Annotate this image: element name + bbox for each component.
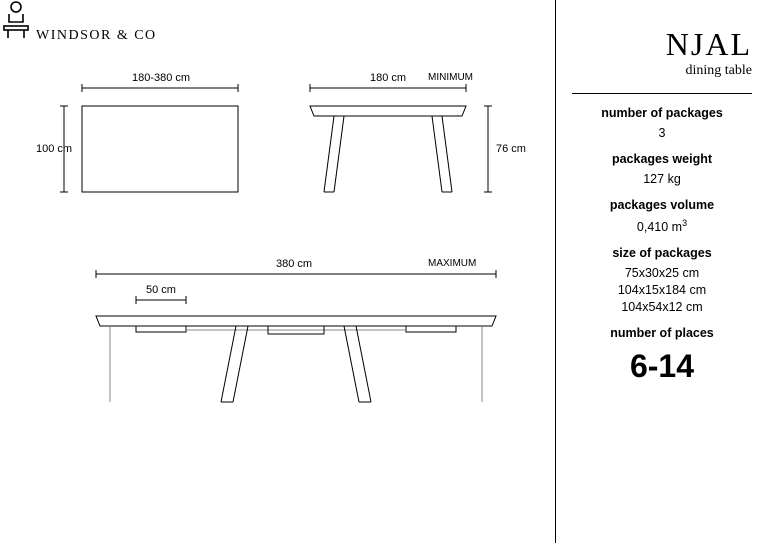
- size-label: size of packages: [572, 246, 752, 260]
- size-3: 104x54x12 cm: [572, 300, 752, 314]
- technical-drawing: [36, 44, 591, 504]
- diagram-area: 180-380 cm 100 cm 180 cm MINIMUM 76 cm 3…: [36, 44, 535, 504]
- size-2: 104x15x184 cm: [572, 283, 752, 297]
- dim-max-label: MAXIMUM: [428, 258, 476, 269]
- places-label: number of places: [572, 326, 752, 340]
- volume-value: 0,410 m3: [572, 218, 752, 234]
- brand-logo: WINDSOR & CO: [36, 28, 535, 44]
- dim-depth: 100 cm: [36, 143, 72, 155]
- dim-min-width: 180 cm: [370, 72, 406, 84]
- weight-value: 127 kg: [572, 172, 752, 186]
- product-subtitle: dining table: [572, 63, 752, 79]
- product-name: NJAL: [572, 26, 752, 63]
- packages-value: 3: [572, 126, 752, 140]
- dim-min-label: MINIMUM: [428, 72, 473, 83]
- dim-height: 76 cm: [496, 143, 526, 155]
- volume-label: packages volume: [572, 198, 752, 212]
- places-value: 6-14: [572, 348, 752, 385]
- size-1: 75x30x25 cm: [572, 266, 752, 280]
- dim-leaf: 50 cm: [146, 284, 176, 296]
- packages-label: number of packages: [572, 106, 752, 120]
- weight-label: packages weight: [572, 152, 752, 166]
- dim-max-width: 380 cm: [276, 258, 312, 270]
- dim-width-range: 180-380 cm: [132, 72, 190, 84]
